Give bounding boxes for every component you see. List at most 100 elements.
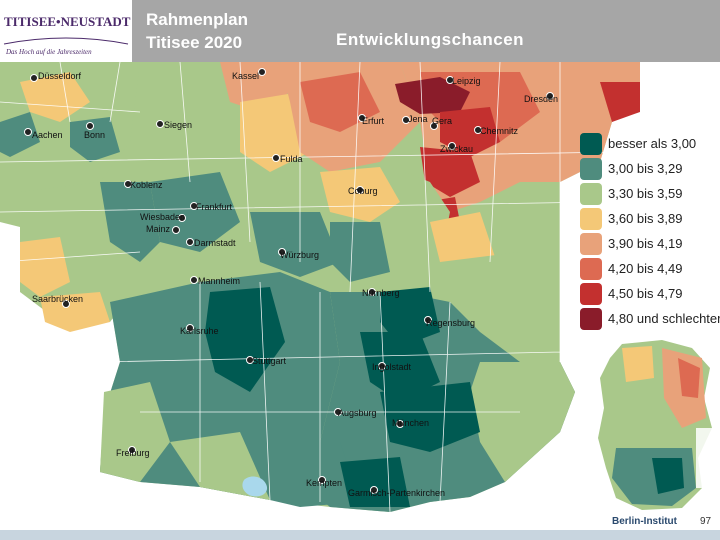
region-franken-orange: [320, 167, 400, 222]
legend-item: 4,20 bis 4,49: [576, 258, 720, 280]
city-dot-aachen: [24, 128, 32, 136]
city-dot-kassel: [258, 68, 266, 76]
region-bw-core: [205, 287, 285, 392]
legend-swatch: [580, 308, 602, 330]
city-label-regensburg: Regensburg: [426, 318, 476, 328]
region-east-crimson: [600, 82, 640, 122]
city-label-stuttgart: Stuttgart: [252, 356, 287, 366]
city-label-chemnitz: Chemnitz: [480, 126, 519, 136]
logo-slogan: Das Hoch auf die Jahreszeiten: [5, 48, 92, 56]
city-dot-muenchen: [396, 420, 404, 428]
legend-swatch: [580, 133, 602, 155]
city-label-wuerzburg: Würzburg: [280, 250, 320, 260]
city-dot-mainz: [172, 226, 180, 234]
region-muenchen-dark: [380, 382, 480, 452]
legend-item: 4,50 bis 4,79: [576, 283, 720, 305]
city-dot-darmstadt: [186, 238, 194, 246]
city-dot-siegen: [156, 120, 164, 128]
legend-label: besser als 3,00: [608, 136, 697, 151]
city-label-bonn: Bonn: [84, 130, 106, 140]
city-dot-saarbruecken: [62, 300, 70, 308]
legend-label: 3,00 bis 3,29: [608, 161, 683, 176]
city-dot-wuerzburg: [278, 248, 286, 256]
city-label-dresden: Dresden: [524, 94, 559, 104]
legend-label: 3,30 bis 3,59: [608, 186, 683, 201]
city-label-augsburg: Augsburg: [338, 408, 377, 418]
city-label-nuernberg: Nürnberg: [362, 288, 400, 298]
map-svg: [0, 62, 640, 513]
region-vogtland: [420, 147, 480, 197]
inset-south-dark: [652, 458, 684, 494]
map-regions: [0, 62, 640, 512]
city-dot-gera: [430, 122, 438, 130]
page-number: 97: [700, 516, 712, 527]
region-bayern-green: [470, 362, 575, 482]
district-borders: [0, 62, 621, 513]
city-label-kempten: Kempten: [306, 478, 343, 488]
legend-item: 3,30 bis 3,59: [576, 183, 720, 205]
city-dot-kempten: [318, 476, 326, 484]
germany-overview-inset: [592, 338, 720, 516]
city-dot-frankfurt: [190, 202, 198, 210]
city-dot-chemnitz: [474, 126, 482, 134]
city-label-gera: Gera: [432, 116, 453, 126]
city-dot-jena: [402, 116, 410, 124]
city-dot-fulda: [272, 154, 280, 162]
legend-label: 3,90 bis 4,19: [608, 236, 683, 251]
city-dot-erfurt: [358, 114, 366, 122]
region-sachsen-darkred: [395, 77, 470, 114]
legend-item: besser als 3,00: [576, 133, 720, 155]
city-label-ingolstadt: Ingolstadt: [372, 362, 412, 372]
city-dot-wiesbaden: [178, 214, 186, 222]
logo-graphic: TITISEE•NEUSTADT Das Hoch auf die Jahres…: [3, 14, 131, 56]
inset-map: [592, 338, 720, 516]
region-rlp-orange: [20, 237, 70, 297]
city-dot-stuttgart: [246, 356, 254, 364]
slide-title: Rahmenplan Titisee 2020: [146, 8, 248, 54]
city-label-coburg: Coburg: [348, 186, 378, 196]
city-dot-nuernberg: [368, 288, 376, 296]
region-allgaeu: [260, 442, 360, 507]
logo-wordmark: TITISEE•NEUSTADT: [4, 14, 131, 29]
city-dot-koblenz: [124, 180, 132, 188]
titisee-neustadt-logo: TITISEE•NEUSTADT Das Hoch auf die Jahres…: [0, 0, 132, 62]
logo-arc: [3, 37, 129, 45]
region-oberpfalz: [440, 252, 560, 362]
city-dot-mannheim: [190, 276, 198, 284]
region-nw-orange: [20, 72, 90, 122]
legend-label: 4,50 bis 4,79: [608, 286, 683, 301]
legend-swatch: [580, 183, 602, 205]
city-label-siegen: Siegen: [164, 120, 193, 130]
region-wuerzburg-teal: [330, 222, 390, 282]
city-label-garmisch: Garmisch-Partenkirchen: [348, 488, 446, 498]
city-dot-bonn: [86, 122, 94, 130]
city-label-freiburg: Freiburg: [116, 448, 150, 458]
legend-swatch: [580, 208, 602, 230]
city-label-karlsruhe: Karlsruhe: [180, 326, 219, 336]
city-label-mannheim: Mannheim: [198, 276, 241, 286]
city-label-muenchen: München: [392, 418, 430, 428]
city-dot-ingolstadt: [378, 362, 386, 370]
legend-swatch: [580, 158, 602, 180]
city-dot-augsburg: [334, 408, 342, 416]
city-label-erfurt: Erfurt: [362, 116, 385, 126]
city-label-frankfurt: Frankfurt: [196, 202, 233, 212]
city-label-aachen: Aachen: [32, 130, 63, 140]
legend-label: 4,80 und schlechter: [608, 311, 720, 326]
inset-caption: Berlin-Institut: [612, 516, 677, 527]
legend-label: 3,60 bis 3,89: [608, 211, 683, 226]
region-bodensee: [242, 476, 268, 497]
city-label-kassel: Kassel: [232, 71, 260, 81]
region-bw-green: [100, 382, 170, 482]
city-dot-dresden: [546, 92, 554, 100]
city-label-darmstadt: Darmstadt: [194, 238, 236, 248]
legend-swatch: [580, 283, 602, 305]
legend-swatch: [580, 258, 602, 280]
city-label-duesseldorf: Düsseldorf: [38, 71, 82, 81]
city-label-koblenz: Koblenz: [130, 180, 163, 190]
slide-header: TITISEE•NEUSTADT Das Hoch auf die Jahres…: [0, 0, 720, 62]
city-dot-regensburg: [424, 316, 432, 324]
city-label-fulda: Fulda: [280, 154, 303, 164]
region-rlp-teal: [100, 182, 160, 262]
legend-item: 3,00 bis 3,29: [576, 158, 720, 180]
